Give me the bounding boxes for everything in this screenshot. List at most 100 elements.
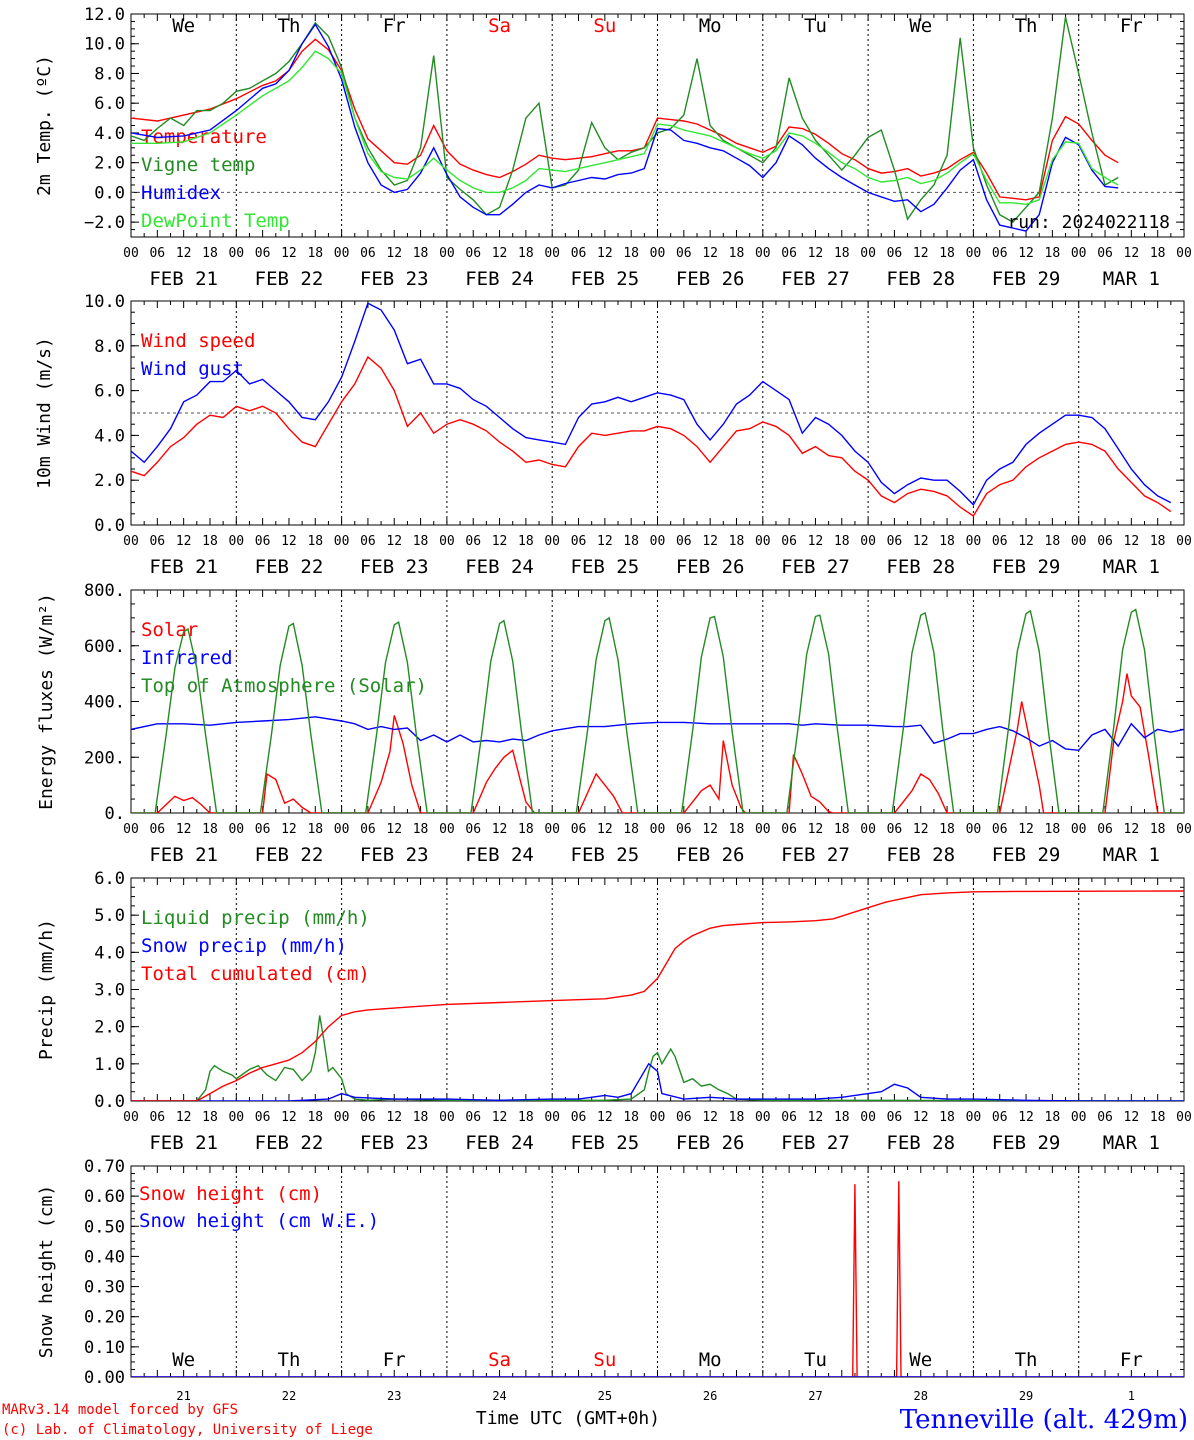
series-line-wind-speed: [131, 355, 1172, 517]
hour-tick-label: 18: [834, 822, 850, 837]
y-tick-label: 200.: [84, 748, 125, 768]
date-label: FEB 24: [465, 556, 534, 578]
hour-tick-label: 06: [992, 1110, 1008, 1125]
hour-tick-label: 00: [860, 1110, 876, 1125]
date-label: FEB 29: [992, 844, 1061, 866]
series-line-vigne-temp: [131, 16, 1119, 223]
hour-tick-label: 12: [808, 534, 824, 549]
hour-tick-label: 12: [1018, 246, 1034, 261]
day-number-label: 21: [176, 1389, 190, 1403]
hour-tick-label: 00: [860, 534, 876, 549]
day-number-label: 27: [808, 1389, 822, 1403]
day-number-label: 23: [387, 1389, 401, 1403]
hour-tick-label: 00: [966, 534, 982, 549]
y-tick-label: 0.00: [84, 1368, 125, 1388]
weekday-label: Fr: [383, 1349, 406, 1371]
meteogram-panels: −2.00.02.04.06.08.010.012.02m Temp. (ºC)…: [34, 5, 1192, 1403]
y-tick-label: 0.: [105, 804, 125, 824]
weekday-label: Su: [593, 15, 616, 37]
hour-tick-label: 06: [992, 246, 1008, 261]
date-label: FEB 24: [465, 844, 534, 866]
hour-tick-label: 12: [1124, 1110, 1140, 1125]
y-axis-label: Snow height (cm): [36, 1185, 57, 1358]
y-tick-label: 0.10: [84, 1338, 125, 1358]
y-tick-label: 6.0: [94, 382, 125, 402]
hour-tick-label: 18: [623, 1110, 639, 1125]
series-line-temperature: [131, 38, 1119, 201]
hour-tick-label: 00: [1071, 246, 1087, 261]
y-tick-label: 1.0: [94, 1055, 125, 1075]
hour-tick-label: 06: [571, 1110, 587, 1125]
hour-tick-label: 00: [1176, 246, 1192, 261]
series-line-infrared: [131, 716, 1184, 752]
hour-tick-label: 00: [334, 822, 350, 837]
hour-tick-label: 12: [386, 246, 402, 261]
run-annotation: run: 2024022118: [1007, 212, 1170, 233]
date-label: MAR 1: [1103, 556, 1160, 578]
hour-tick-label: 12: [386, 534, 402, 549]
weekday-label: Th: [278, 15, 301, 37]
weekday-label: Su: [593, 1349, 616, 1371]
hour-tick-label: 06: [255, 1110, 271, 1125]
date-label: FEB 28: [886, 556, 955, 578]
hour-tick-label: 12: [492, 1110, 508, 1125]
y-tick-label: 5.0: [94, 906, 125, 926]
hour-tick-label: 00: [966, 822, 982, 837]
hour-tick-label: 18: [1045, 246, 1061, 261]
hour-tick-label: 12: [492, 534, 508, 549]
hour-tick-label: 00: [650, 822, 666, 837]
hour-tick-label: 18: [518, 246, 534, 261]
hour-tick-label: 12: [1124, 246, 1140, 261]
weekday-label: Tu: [804, 1349, 827, 1371]
date-label: MAR 1: [1103, 1132, 1160, 1154]
hour-tick-label: 12: [1018, 822, 1034, 837]
hour-tick-label: 06: [887, 1110, 903, 1125]
date-label: FEB 21: [149, 1132, 218, 1154]
hour-tick-label: 06: [1097, 246, 1113, 261]
y-tick-label: 0.40: [84, 1247, 125, 1267]
hour-tick-label: 06: [571, 246, 587, 261]
date-label: MAR 1: [1103, 268, 1160, 290]
weekday-label: Mo: [699, 15, 722, 37]
legend-entry: Top of Atmosphere (Solar): [141, 675, 427, 697]
series-line-total-cumulated-cm: [131, 890, 1184, 1101]
y-tick-label: 10.0: [84, 35, 125, 55]
hour-tick-label: 12: [702, 246, 718, 261]
y-axis-label: Energy fluxes (W/m²): [36, 593, 57, 810]
hour-tick-label: 12: [808, 1110, 824, 1125]
chart-panel-1: −2.0 0.0 2.0 4.0 6.0 8.0 10.0 12.0 2m Temp. (ºC)…: [34, 5, 1192, 290]
hour-tick-label: 12: [386, 822, 402, 837]
legend-entry: Infrared: [141, 647, 233, 669]
series-line-humidex: [131, 23, 1119, 232]
hour-tick-label: 00: [439, 822, 455, 837]
hour-tick-label: 12: [913, 246, 929, 261]
date-label: FEB 29: [992, 268, 1061, 290]
hour-tick-label: 00: [860, 822, 876, 837]
weekday-label: We: [172, 1349, 195, 1371]
hour-tick-label: 00: [544, 534, 560, 549]
hour-tick-label: 18: [729, 822, 745, 837]
hour-tick-label: 06: [992, 822, 1008, 837]
hour-tick-label: 06: [360, 822, 376, 837]
hour-tick-label: 18: [518, 822, 534, 837]
hour-tick-label: 12: [913, 534, 929, 549]
hour-tick-label: 06: [781, 822, 797, 837]
legend-entry: Snow precip (mm/h): [141, 935, 347, 957]
weekday-label: Th: [278, 1349, 301, 1371]
date-label: FEB 27: [781, 1132, 850, 1154]
weekday-label: Fr: [1120, 1349, 1143, 1371]
day-number-label: 22: [282, 1389, 296, 1403]
hour-tick-label: 12: [176, 822, 192, 837]
hour-tick-label: 00: [1071, 822, 1087, 837]
model-credit: MARv3.14 model forced by GFS: [2, 1402, 238, 1418]
day-number-label: 25: [598, 1389, 612, 1403]
date-label: FEB 29: [992, 1132, 1061, 1154]
hour-tick-label: 00: [1176, 534, 1192, 549]
series-line-top-of-atmosphere-solar: [131, 608, 1184, 813]
hour-tick-label: 18: [729, 246, 745, 261]
date-label: FEB 27: [781, 844, 850, 866]
legend-entry: Total cumulated (cm): [141, 963, 370, 985]
y-tick-label: 0.70: [84, 1157, 125, 1177]
date-label: FEB 27: [781, 268, 850, 290]
station-name: Tenneville (alt. 429m): [900, 1405, 1188, 1435]
